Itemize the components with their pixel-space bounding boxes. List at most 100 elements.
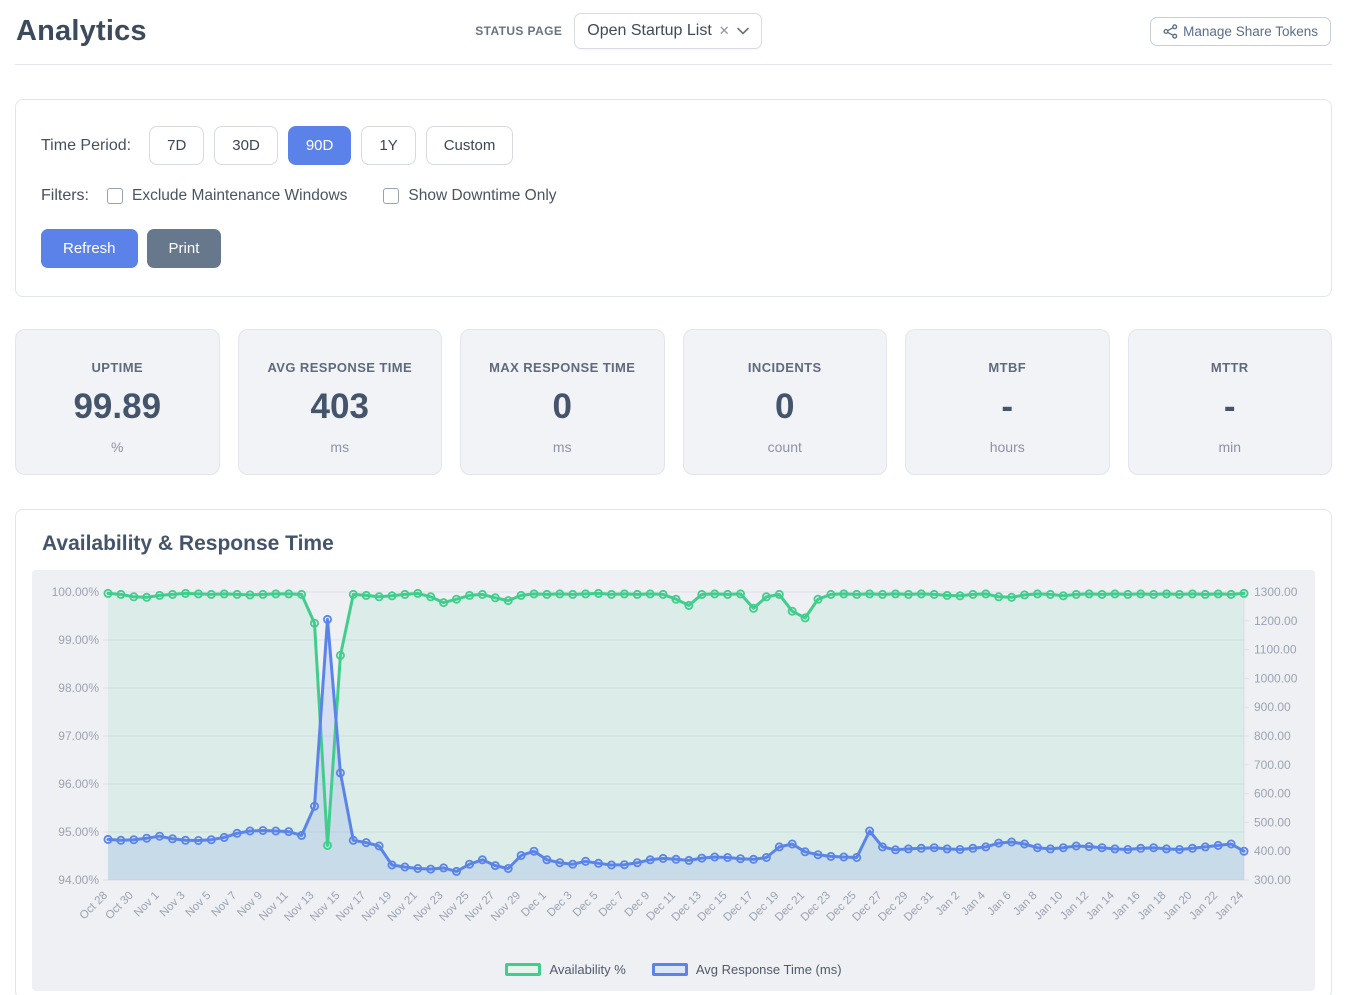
stat-unit: hours <box>989 439 1025 455</box>
stat-value: 403 <box>310 387 369 426</box>
status-page-group: STATUS PAGE Open Startup List ✕ <box>475 13 762 49</box>
chart-panel: Availability & Response Time 100.00% 99.0… <box>15 509 1332 995</box>
svg-text:400.00: 400.00 <box>1254 844 1291 858</box>
svg-text:Nov 1: Nov 1 <box>132 890 162 920</box>
legend-label: Avg Response Time (ms) <box>695 962 842 977</box>
time-period-custom-button[interactable]: Custom <box>425 126 514 165</box>
stat-unit: % <box>111 439 124 455</box>
legend-item-availability[interactable]: Availability % <box>505 962 626 977</box>
stat-card-uptime: UPTIME 99.89 % <box>15 329 220 475</box>
svg-text:Jan 2: Jan 2 <box>934 890 962 918</box>
chart-legend: Availability % Avg Response Time (ms) <box>36 956 1311 987</box>
status-page-value: Open Startup List <box>587 22 712 39</box>
svg-text:Nov 5: Nov 5 <box>184 890 214 920</box>
checkbox-icon[interactable] <box>107 188 123 204</box>
svg-text:Nov 7: Nov 7 <box>209 890 239 920</box>
time-period-1y-button[interactable]: 1Y <box>361 126 416 165</box>
stat-card-mtbf: MTBF - hours <box>905 329 1110 475</box>
svg-text:Oct 30: Oct 30 <box>103 890 135 922</box>
stat-value: - <box>1223 387 1236 426</box>
svg-text:500.00: 500.00 <box>1254 815 1291 829</box>
svg-text:Nov 29: Nov 29 <box>489 890 523 924</box>
filters-row: Filters: Exclude Maintenance Windows Sho… <box>41 187 1306 205</box>
stat-value: - <box>1001 387 1014 426</box>
stat-label: MTTR <box>1210 360 1249 375</box>
availability-response-chart[interactable]: 100.00% 99.00% 98.00% 97.00% 96.00% 95.00% 94.… <box>36 576 1303 956</box>
legend-label: Availability % <box>549 962 626 977</box>
header: Analytics STATUS PAGE Open Startup List … <box>0 0 1347 52</box>
share-icon <box>1163 23 1178 39</box>
show-downtime-label: Show Downtime Only <box>408 187 557 204</box>
stat-unit: count <box>767 439 802 455</box>
stat-unit: ms <box>552 439 572 455</box>
svg-text:300.00: 300.00 <box>1254 873 1291 887</box>
manage-share-tokens-label: Manage Share Tokens <box>1183 23 1318 39</box>
svg-text:99.00%: 99.00% <box>58 633 99 647</box>
show-downtime-checkbox[interactable]: Show Downtime Only <box>383 187 557 205</box>
svg-text:900.00: 900.00 <box>1254 700 1291 714</box>
stat-card-avg-response: AVG RESPONSE TIME 403 ms <box>237 329 442 475</box>
exclude-maintenance-label: Exclude Maintenance Windows <box>132 187 348 204</box>
stat-card-max-response: MAX RESPONSE TIME 0 ms <box>460 329 665 475</box>
svg-text:1200.00: 1200.00 <box>1254 614 1298 628</box>
legend-item-response-time[interactable]: Avg Response Time (ms) <box>651 962 842 977</box>
svg-text:Dec 7: Dec 7 <box>597 890 627 920</box>
svg-text:98.00%: 98.00% <box>58 681 99 695</box>
checkbox-icon[interactable] <box>383 188 400 204</box>
svg-text:100.00%: 100.00% <box>52 585 100 599</box>
stat-value: 0 <box>775 387 795 426</box>
svg-text:800.00: 800.00 <box>1254 729 1291 743</box>
time-period-group: 7D 30D 90D 1Y Custom <box>149 126 514 165</box>
stat-label: AVG RESPONSE TIME <box>267 360 413 375</box>
chart-title: Availability & Response Time <box>42 532 334 555</box>
stat-value: 0 <box>552 387 572 426</box>
time-period-row: Time Period: 7D 30D 90D 1Y Custom <box>41 126 1306 165</box>
header-divider <box>15 64 1332 65</box>
time-period-90d-button[interactable]: 90D <box>287 126 352 165</box>
svg-text:Nov 3: Nov 3 <box>158 890 188 920</box>
svg-text:96.00%: 96.00% <box>58 777 99 791</box>
time-period-label: Time Period: <box>41 136 132 154</box>
stat-value: 99.89 <box>73 387 162 426</box>
svg-text:600.00: 600.00 <box>1254 787 1291 801</box>
svg-text:Dec 3: Dec 3 <box>545 890 575 920</box>
page-title: Analytics <box>16 14 147 47</box>
svg-text:Jan 24: Jan 24 <box>1213 889 1246 922</box>
filter-panel: Time Period: 7D 30D 90D 1Y Custom Filter… <box>15 99 1332 297</box>
exclude-maintenance-checkbox[interactable]: Exclude Maintenance Windows <box>107 187 347 205</box>
availability-swatch-icon <box>505 963 542 976</box>
filters-label: Filters: <box>41 187 89 204</box>
svg-text:94.00%: 94.00% <box>58 873 99 887</box>
chevron-down-icon <box>736 27 749 35</box>
stat-card-mttr: MTTR - min <box>1127 329 1332 475</box>
print-button[interactable]: Print <box>146 229 222 268</box>
refresh-button[interactable]: Refresh <box>41 229 138 268</box>
status-page-select[interactable]: Open Startup List ✕ <box>574 13 762 49</box>
svg-text:1000.00: 1000.00 <box>1254 671 1298 685</box>
action-buttons-row: Refresh Print <box>41 229 1306 268</box>
stat-unit: ms <box>330 439 350 455</box>
svg-text:Dec 31: Dec 31 <box>902 890 936 924</box>
stat-label: INCIDENTS <box>747 360 822 375</box>
stat-card-incidents: INCIDENTS 0 count <box>682 329 887 475</box>
svg-text:1100.00: 1100.00 <box>1254 643 1297 657</box>
response-time-swatch-icon <box>651 963 688 976</box>
svg-text:1300.00: 1300.00 <box>1254 585 1298 599</box>
time-period-30d-button[interactable]: 30D <box>214 126 278 165</box>
svg-text:Oct 28: Oct 28 <box>78 890 110 922</box>
manage-share-tokens-button[interactable]: Manage Share Tokens <box>1150 16 1331 46</box>
svg-text:Jan 6: Jan 6 <box>985 890 1013 918</box>
svg-text:Jan 4: Jan 4 <box>960 889 989 918</box>
chart-canvas[interactable]: 100.00% 99.00% 98.00% 97.00% 96.00% 95.00% 94.… <box>32 570 1315 991</box>
svg-text:Jan 18: Jan 18 <box>1136 890 1169 923</box>
svg-text:97.00%: 97.00% <box>58 729 99 743</box>
svg-text:700.00: 700.00 <box>1254 758 1291 772</box>
clear-icon[interactable]: ✕ <box>718 23 730 38</box>
stat-label: MAX RESPONSE TIME <box>489 360 636 375</box>
time-period-7d-button[interactable]: 7D <box>149 126 205 165</box>
status-page-label: STATUS PAGE <box>475 24 563 38</box>
stats-row: UPTIME 99.89 % AVG RESPONSE TIME 403 ms … <box>15 329 1332 475</box>
svg-text:95.00%: 95.00% <box>58 825 99 839</box>
stat-label: UPTIME <box>91 360 143 375</box>
stat-unit: min <box>1218 439 1242 455</box>
